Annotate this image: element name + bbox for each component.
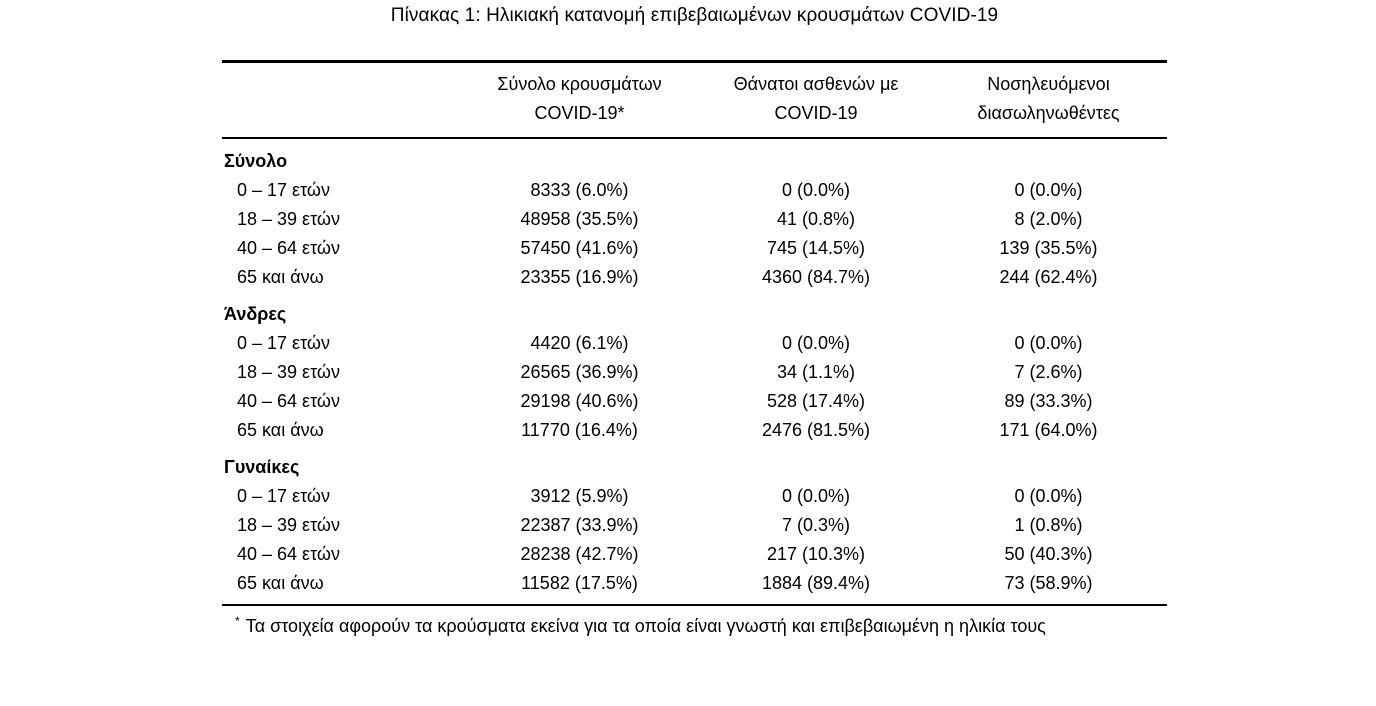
- row-label-cell: 0 – 17 ετών: [237, 333, 330, 353]
- footnote-marker: *: [235, 614, 240, 628]
- age-distribution-table: Σύνολο κρουσμάτων COVID-19* Θάνατοι ασθε…: [222, 60, 1167, 606]
- table-row: 65 και άνω 11770 (16.4%) 2476 (81.5%) 17…: [222, 416, 1167, 445]
- deaths-cell: 7 (0.3%): [781, 515, 851, 535]
- group-label: Γυναίκες: [224, 457, 300, 477]
- group-header-row-total: Σύνολο: [222, 138, 1167, 176]
- group-header-row-men: Άνδρες: [222, 292, 1167, 329]
- cases-cell: 23355 (16.9%): [520, 267, 639, 287]
- column-header-intubated: Νοσηλευόμενοι διασωληνωθέντες: [930, 61, 1167, 139]
- column-header-line: Νοσηλευόμενοι: [987, 74, 1110, 94]
- cases-cell: 57450 (41.6%): [520, 238, 639, 258]
- group-header-row-women: Γυναίκες: [222, 445, 1167, 482]
- deaths-cell: 1884 (89.4%): [761, 573, 871, 593]
- intubated-cell: 139 (35.5%): [999, 238, 1098, 258]
- intubated-cell: 7 (2.6%): [1014, 362, 1083, 382]
- table-row: 0 – 17 ετών 4420 (6.1%) 0 (0.0%) 0 (0.0%…: [222, 329, 1167, 358]
- cases-cell: 29198 (40.6%): [520, 391, 639, 411]
- table-body: Σύνολο 0 – 17 ετών 8333 (6.0%) 0 (0.0%) …: [222, 138, 1167, 605]
- cases-cell: 22387 (33.9%): [520, 515, 639, 535]
- table-row: 40 – 64 ετών 57450 (41.6%) 745 (14.5%) 1…: [222, 234, 1167, 263]
- document: Πίνακας 1: Ηλικιακή κατανομή επιβεβαιωμέ…: [222, 0, 1167, 639]
- column-header-empty: [222, 61, 457, 139]
- row-label-cell: 40 – 64 ετών: [237, 544, 340, 564]
- cases-cell: 11770 (16.4%): [521, 420, 638, 440]
- table-row: 65 και άνω 23355 (16.9%) 4360 (84.7%) 24…: [222, 263, 1167, 292]
- row-label-cell: 0 – 17 ετών: [237, 180, 330, 200]
- row-label-cell: 40 – 64 ετών: [237, 391, 340, 411]
- intubated-cell: 171 (64.0%): [999, 420, 1098, 440]
- page-title: Πίνακας 1: Ηλικιακή κατανομή επιβεβαιωμέ…: [390, 5, 999, 26]
- row-label-cell: 40 – 64 ετών: [237, 238, 340, 258]
- group-label: Σύνολο: [224, 151, 288, 171]
- row-label-cell: 18 – 39 ετών: [237, 362, 340, 382]
- table-row: 40 – 64 ετών 29198 (40.6%) 528 (17.4%) 8…: [222, 387, 1167, 416]
- intubated-cell: 73 (58.9%): [1004, 573, 1093, 593]
- cases-cell: 4420 (6.1%): [530, 333, 629, 353]
- row-label-cell: 18 – 39 ετών: [237, 209, 340, 229]
- column-header-cases: Σύνολο κρουσμάτων COVID-19*: [457, 61, 702, 139]
- footnote-text: Τα στοιχεία αφορούν τα κρούσματα εκείνα …: [245, 616, 1046, 636]
- intubated-cell: 8 (2.0%): [1014, 209, 1083, 229]
- row-label-cell: 65 και άνω: [237, 267, 324, 287]
- deaths-cell: 745 (14.5%): [766, 238, 866, 258]
- column-header-line: Σύνολο κρουσμάτων: [497, 74, 662, 94]
- cases-cell: 11582 (17.5%): [521, 573, 638, 593]
- intubated-cell: 50 (40.3%): [1004, 544, 1093, 564]
- cases-cell: 28238 (42.7%): [520, 544, 639, 564]
- group-label: Άνδρες: [224, 304, 287, 324]
- column-header-deaths: Θάνατοι ασθενών με COVID-19: [702, 61, 930, 139]
- table-row: 18 – 39 ετών 48958 (35.5%) 41 (0.8%) 8 (…: [222, 205, 1167, 234]
- deaths-cell: 217 (10.3%): [766, 544, 866, 564]
- intubated-cell: 1 (0.8%): [1014, 515, 1083, 535]
- cases-cell: 48958 (35.5%): [520, 209, 639, 229]
- header-row: Σύνολο κρουσμάτων COVID-19* Θάνατοι ασθε…: [222, 61, 1167, 139]
- row-label-cell: 65 και άνω: [237, 573, 324, 593]
- cases-cell: 26565 (36.9%): [520, 362, 639, 382]
- table-row: 0 – 17 ετών 8333 (6.0%) 0 (0.0%) 0 (0.0%…: [222, 176, 1167, 205]
- intubated-cell: 244 (62.4%): [999, 267, 1098, 287]
- cases-cell: 8333 (6.0%): [530, 180, 629, 200]
- footnote: * Τα στοιχεία αφορούν τα κρούσματα εκείνα…: [222, 608, 1167, 639]
- table-row: 18 – 39 ετών 22387 (33.9%) 7 (0.3%) 1 (0…: [222, 511, 1167, 540]
- table-header: Σύνολο κρουσμάτων COVID-19* Θάνατοι ασθε…: [222, 61, 1167, 139]
- table-row: 65 και άνω 11582 (17.5%) 1884 (89.4%) 73…: [222, 569, 1167, 605]
- row-label-cell: 65 και άνω: [237, 420, 324, 440]
- deaths-cell: 4360 (84.7%): [761, 267, 871, 287]
- table-row: 40 – 64 ετών 28238 (42.7%) 217 (10.3%) 5…: [222, 540, 1167, 569]
- deaths-cell: 34 (1.1%): [776, 362, 856, 382]
- column-header-line: Θάνατοι ασθενών με: [733, 74, 899, 94]
- intubated-cell: 0 (0.0%): [1014, 333, 1083, 353]
- intubated-cell: 0 (0.0%): [1014, 180, 1083, 200]
- column-header-line: διασωληνωθέντες: [977, 103, 1120, 123]
- deaths-cell: 0 (0.0%): [781, 333, 851, 353]
- row-label-cell: 18 – 39 ετών: [237, 515, 340, 535]
- intubated-cell: 0 (0.0%): [1014, 486, 1083, 506]
- row-label-cell: 0 – 17 ετών: [237, 486, 330, 506]
- deaths-cell: 528 (17.4%): [766, 391, 866, 411]
- deaths-cell: 2476 (81.5%): [761, 420, 871, 440]
- deaths-cell: 41 (0.8%): [776, 209, 856, 229]
- deaths-cell: 0 (0.0%): [781, 180, 851, 200]
- intubated-cell: 89 (33.3%): [1004, 391, 1093, 411]
- column-header-line: COVID-19*: [534, 103, 625, 123]
- table-row: 18 – 39 ετών 26565 (36.9%) 34 (1.1%) 7 (…: [222, 358, 1167, 387]
- cases-cell: 3912 (5.9%): [530, 486, 629, 506]
- column-header-line: COVID-19: [774, 103, 858, 123]
- deaths-cell: 0 (0.0%): [781, 486, 851, 506]
- table-row: 0 – 17 ετών 3912 (5.9%) 0 (0.0%) 0 (0.0%…: [222, 482, 1167, 511]
